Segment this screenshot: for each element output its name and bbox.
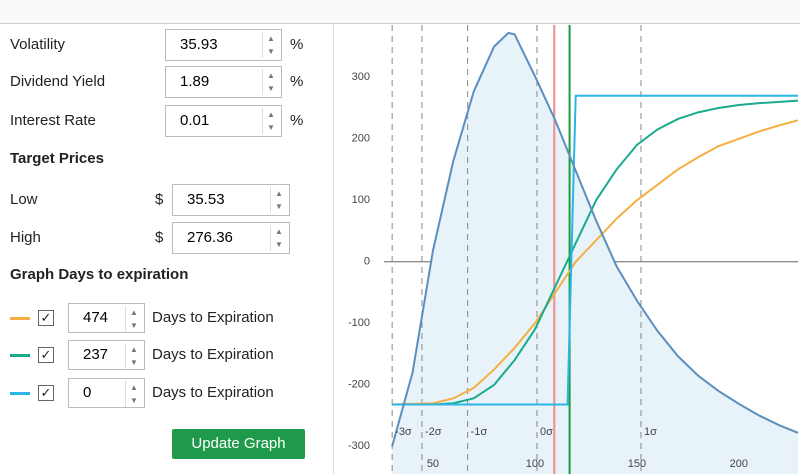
days-input[interactable]: 474 ▲ ▼ [68, 303, 145, 333]
y-tick-label: -200 [348, 379, 370, 391]
y-tick-label: 300 [352, 71, 370, 83]
spinner[interactable]: ▲ ▼ [125, 381, 142, 407]
value: 0 [83, 384, 92, 401]
top-bar [0, 0, 800, 24]
unit: % [290, 36, 304, 53]
checkbox[interactable]: ✓ [38, 310, 54, 326]
y-tick-label: -300 [348, 440, 370, 452]
spinner[interactable]: ▲ ▼ [262, 32, 279, 58]
spinner[interactable]: ▲ ▼ [262, 108, 279, 134]
spinner[interactable]: ▲ ▼ [270, 187, 287, 213]
days-input[interactable]: 0 ▲ ▼ [68, 378, 145, 408]
series-swatch [10, 392, 30, 395]
days-text: Days to Expiration [152, 309, 274, 326]
number-input[interactable]: 0.01 ▲ ▼ [165, 105, 282, 137]
number-input[interactable]: 35.93 ▲ ▼ [165, 29, 282, 61]
currency: $ [155, 191, 164, 208]
checkbox[interactable]: ✓ [38, 385, 54, 401]
unit: % [290, 73, 304, 90]
value: 276.36 [187, 229, 233, 246]
sigma-label: -3σ [395, 426, 412, 438]
days-text: Days to Expiration [152, 384, 274, 401]
x-tick-label: 50 [427, 458, 439, 470]
value: 35.93 [180, 36, 218, 53]
series-swatch [10, 354, 30, 357]
sigma-label: -1σ [471, 426, 488, 438]
checkbox[interactable]: ✓ [38, 347, 54, 363]
plot-area [384, 25, 799, 474]
y-tick-label: 0 [364, 256, 370, 268]
days-input[interactable]: 237 ▲ ▼ [68, 340, 145, 370]
line [392, 119, 799, 406]
divider [333, 24, 334, 474]
button[interactable]: Update Graph [172, 429, 305, 459]
line [392, 94, 798, 406]
value: 474 [83, 309, 109, 326]
y-tick-label: -100 [348, 317, 370, 329]
line [392, 99, 799, 406]
section-title: Target Prices [10, 150, 104, 167]
sigma-label: -2σ [425, 426, 442, 438]
days-text: Days to Expiration [152, 346, 274, 363]
x-tick-label: 200 [730, 458, 748, 470]
value: 35.53 [187, 191, 225, 208]
spinner[interactable]: ▲ ▼ [125, 306, 142, 332]
sigma-label: 1σ [644, 426, 657, 438]
number-input[interactable]: 35.53 ▲ ▼ [172, 184, 290, 216]
value: 237 [83, 346, 109, 363]
x-tick-label: 150 [628, 458, 646, 470]
field-label: Interest Rate [10, 112, 96, 129]
currency: $ [155, 229, 164, 246]
spinner[interactable]: ▲ ▼ [270, 225, 287, 251]
x-tick-label: 100 [526, 458, 544, 470]
field-label: Low [10, 191, 38, 208]
field-label: Volatility [10, 36, 66, 53]
number-input[interactable]: 276.36 ▲ ▼ [172, 222, 290, 254]
number-input[interactable]: 1.89 ▲ ▼ [165, 66, 282, 98]
y-tick-label: 200 [352, 133, 370, 145]
area [392, 32, 798, 474]
unit: % [290, 112, 304, 129]
field-label: Dividend Yield [10, 73, 106, 90]
value: 0.01 [180, 112, 210, 129]
field-label: High [10, 229, 41, 246]
series-swatch [10, 317, 30, 320]
spinner[interactable]: ▲ ▼ [125, 343, 142, 369]
value: 1.89 [180, 73, 210, 90]
y-tick-label: 100 [352, 194, 370, 206]
chart: -300 -200 -100 0 100 200 300 50 100 150 200 -3σ -2σ -… [348, 25, 799, 474]
section-title: Graph Days to expiration [10, 266, 189, 283]
line [391, 31, 799, 447]
spinner[interactable]: ▲ ▼ [262, 69, 279, 95]
sigma-label: 0σ [540, 426, 553, 438]
